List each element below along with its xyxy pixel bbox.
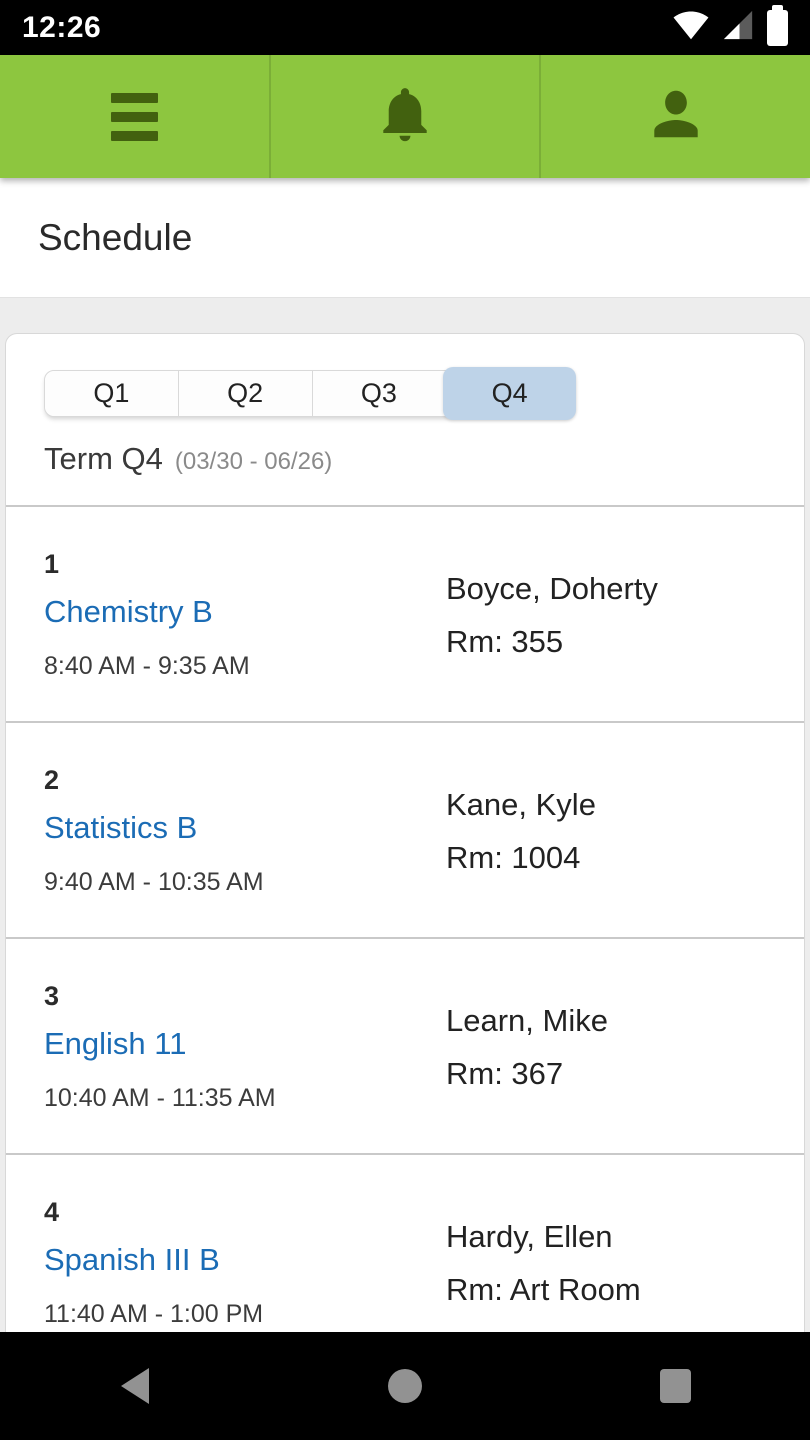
teacher-name: Kane, Kyle <box>446 787 596 822</box>
tab-q4[interactable]: Q4 <box>443 367 576 420</box>
quarter-tab-group: Q1 Q2 Q3 Q4 <box>44 367 576 420</box>
class-time: 8:40 AM - 9:35 AM <box>44 652 250 680</box>
class-time: 10:40 AM - 11:35 AM <box>44 1084 276 1112</box>
tab-q1[interactable]: Q1 <box>45 371 178 416</box>
divider <box>6 937 804 939</box>
section-gap <box>0 297 810 333</box>
room-number: Rm: 367 <box>446 1056 564 1091</box>
room-number: Rm: Art Room <box>446 1272 641 1307</box>
room-number: Rm: 355 <box>446 624 564 659</box>
back-button[interactable] <box>0 1368 270 1404</box>
period-number: 3 <box>44 981 60 1011</box>
notifications-bell-icon <box>374 83 436 150</box>
tab-q2[interactable]: Q2 <box>177 371 312 416</box>
clock: 12:26 <box>22 10 102 44</box>
course-link[interactable]: English 11 <box>44 1026 187 1061</box>
wifi-icon <box>673 7 709 48</box>
course-link[interactable]: Chemistry B <box>44 594 213 629</box>
course-link[interactable]: Statistics B <box>44 810 198 845</box>
schedule-row: 1 Chemistry B 8:40 AM - 9:35 AM Boyce, D… <box>6 507 804 721</box>
teacher-name: Hardy, Ellen <box>446 1219 613 1254</box>
title-section: Schedule <box>0 178 810 297</box>
hamburger-menu-icon <box>110 92 158 141</box>
term-dates: (03/30 - 06/26) <box>174 448 333 475</box>
status-icons <box>673 4 788 48</box>
account-person-icon <box>645 83 707 150</box>
term-label: Term Q4 <box>44 441 163 476</box>
period-number: 1 <box>44 549 60 579</box>
teacher-name: Learn, Mike <box>446 1003 608 1038</box>
home-icon <box>388 1369 422 1403</box>
recents-icon <box>659 1369 691 1403</box>
room-number: Rm: 1004 <box>446 840 581 875</box>
schedule-row: 2 Statistics B 9:40 AM - 10:35 AM Kane, … <box>6 723 804 937</box>
period-number: 2 <box>44 765 60 795</box>
account-button[interactable] <box>541 55 810 178</box>
status-bar: 12:26 <box>0 0 810 55</box>
schedule-row: 3 English 11 10:40 AM - 11:35 AM Learn, … <box>6 939 804 1153</box>
menu-button[interactable] <box>0 55 271 178</box>
divider <box>6 721 804 723</box>
app-header <box>0 55 810 178</box>
tab-q3[interactable]: Q3 <box>311 371 446 416</box>
android-nav-bar <box>0 1332 810 1440</box>
course-link[interactable]: Spanish III B <box>44 1242 220 1277</box>
term-row: Term Q4 (03/30 - 06/26) <box>44 441 766 505</box>
page-title: Schedule <box>38 216 193 258</box>
period-number: 4 <box>44 1197 60 1227</box>
back-icon <box>121 1368 149 1404</box>
card-header: Q1 Q2 Q3 Q4 Term Q4 (03/30 - 06/26) <box>6 334 804 505</box>
schedule-card: Q1 Q2 Q3 Q4 Term Q4 (03/30 - 06/26) 1 Chemi… <box>5 333 805 1440</box>
recents-button[interactable] <box>540 1369 810 1403</box>
signal-icon <box>721 8 755 47</box>
class-time: 11:40 AM - 1:00 PM <box>44 1300 264 1328</box>
class-time: 9:40 AM - 10:35 AM <box>44 868 264 896</box>
divider <box>6 505 804 507</box>
notifications-button[interactable] <box>271 55 542 178</box>
battery-icon <box>767 4 788 46</box>
schedule-list: 1 Chemistry B 8:40 AM - 9:35 AM Boyce, D… <box>6 507 804 1371</box>
divider <box>6 1153 804 1155</box>
home-button[interactable] <box>270 1369 540 1403</box>
teacher-name: Boyce, Doherty <box>446 571 658 606</box>
